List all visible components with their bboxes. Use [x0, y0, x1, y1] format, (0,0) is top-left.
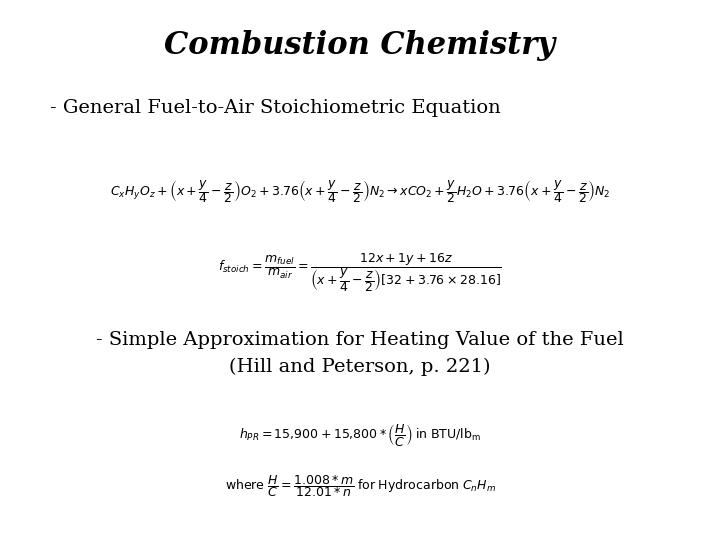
Text: $C_xH_yO_z + \left(x+\dfrac{y}{4}-\dfrac{z}{2}\right)O_2 + 3.76\left(x+\dfrac{y}: $C_xH_yO_z + \left(x+\dfrac{y}{4}-\dfrac…: [109, 178, 611, 205]
Text: $f_{stoich} = \dfrac{m_{fuel}}{m_{air}} = \dfrac{12x+1y+16z}{\left(x+\dfrac{y}{4: $f_{stoich} = \dfrac{m_{fuel}}{m_{air}} …: [218, 251, 502, 294]
Text: $\mathrm{where} \; \dfrac{H}{C} = \dfrac{1.008 * m}{12.01 * n} \; \mathrm{for \;: $\mathrm{where} \; \dfrac{H}{C} = \dfrac…: [225, 473, 495, 499]
Text: $h_{PR} = 15{,}900 + 15{,}800 * \left(\dfrac{H}{C}\right) \; \mathrm{in \; BTU/l: $h_{PR} = 15{,}900 + 15{,}800 * \left(\d…: [239, 422, 481, 448]
Text: - Simple Approximation for Heating Value of the Fuel
(Hill and Peterson, p. 221): - Simple Approximation for Heating Value…: [96, 332, 624, 376]
Text: Combustion Chemistry: Combustion Chemistry: [164, 30, 556, 60]
Text: - General Fuel-to-Air Stoichiometric Equation: - General Fuel-to-Air Stoichiometric Equ…: [50, 99, 501, 117]
